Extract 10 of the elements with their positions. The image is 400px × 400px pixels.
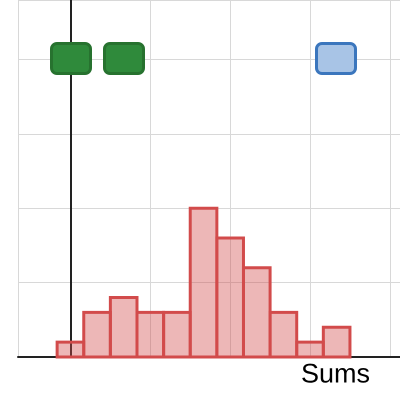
bar [108,296,138,358]
bar [215,236,245,358]
bar [242,266,272,358]
bar [56,340,86,358]
bar [82,310,112,358]
bar [268,310,298,358]
x-axis-title: Sums [300,358,370,388]
bar [295,340,325,358]
bar [322,326,352,358]
bar [188,206,218,358]
